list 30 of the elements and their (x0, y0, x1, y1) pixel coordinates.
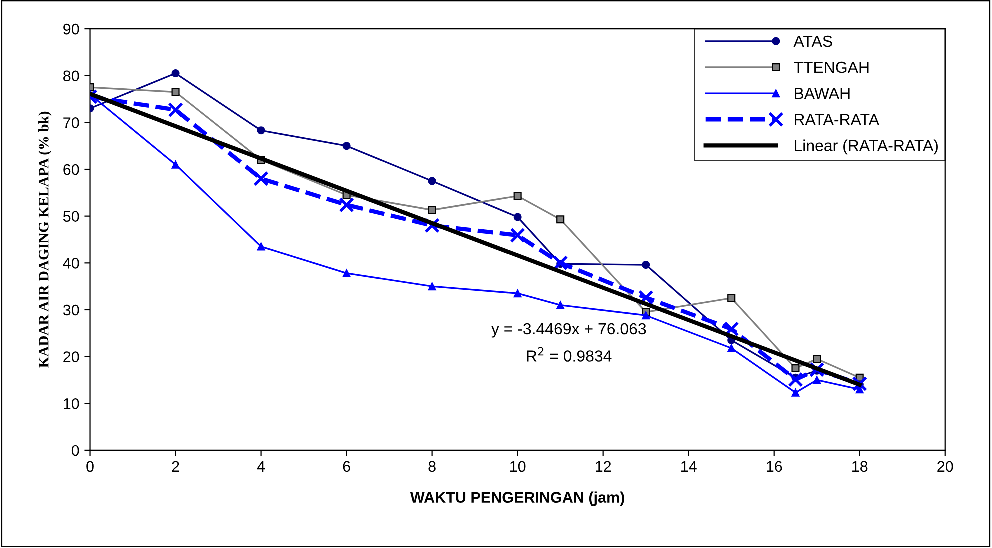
y-tick-label: 30 (63, 304, 80, 316)
x-tick-label: 8 (428, 461, 436, 472)
y-tick-label: 50 (63, 211, 80, 222)
y-axis-title: KADAR AIR DAGING KELAPA (% bk) (38, 112, 52, 368)
legend-label: ATAS (794, 36, 832, 48)
x-tick-label: 12 (596, 461, 612, 472)
y-tick-label: 10 (64, 398, 80, 410)
annotation: R$^{2}$ = 0.9834 (527, 347, 612, 362)
annotation: y = -3.4469x + 76.063 (491, 323, 646, 338)
x-tick-label: 20 (938, 461, 954, 472)
x-tick-label: 0 (86, 461, 94, 472)
legend-label: TTENGAH (794, 62, 869, 74)
y-tick-label: 60 (64, 164, 80, 176)
x-tick-label: 16 (767, 461, 782, 472)
legend-label: Linear (RATA-RATA) (795, 140, 938, 155)
y-tick-label: 20 (64, 352, 80, 362)
x-tick-label: 14 (682, 461, 697, 472)
x-tick-label: 10 (510, 461, 526, 472)
y-tick-label: 70 (64, 118, 80, 128)
legend-label: RATA-RATA (795, 114, 880, 126)
x-tick-label: 4 (257, 461, 266, 472)
x-tick-label: 18 (852, 461, 868, 472)
y-tick-label: 80 (64, 70, 80, 82)
x-tick-label: 6 (343, 461, 350, 472)
x-axis-title: WAKTU PENGERINGAN (jam) (410, 492, 624, 506)
y-tick-label: 40 (63, 258, 80, 269)
x-tick-label: 2 (172, 461, 180, 472)
legend-label: BAWAH (795, 88, 850, 100)
y-tick-label: 0 (72, 445, 80, 456)
y-tick-label: 90 (64, 24, 80, 35)
